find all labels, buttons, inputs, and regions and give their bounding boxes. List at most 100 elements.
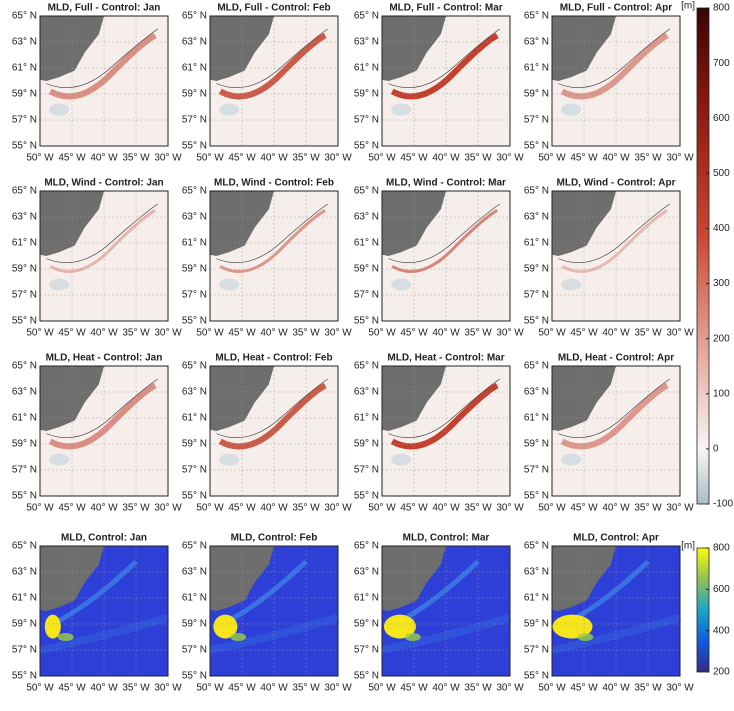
longitude-label: 35° W	[464, 153, 492, 164]
longitude-label: 40° W	[602, 153, 630, 164]
latitude-label: 61° N	[182, 238, 207, 249]
longitude-label: 35° W	[122, 153, 150, 164]
longitude-label: 30° W	[324, 683, 352, 694]
map-frame	[381, 365, 511, 497]
colorbar-gradient	[696, 7, 710, 505]
longitude-label: 50° W	[538, 503, 566, 514]
latitude-label: 63° N	[12, 567, 37, 578]
longitude-label: 35° W	[464, 328, 492, 339]
longitude-label: 40° W	[602, 503, 630, 514]
longitude-label: 50° W	[26, 683, 54, 694]
latitude-label: 57° N	[354, 290, 379, 301]
longitude-label: 40° W	[602, 328, 630, 339]
latitude-label: 63° N	[12, 212, 37, 223]
latitude-label: 59° N	[12, 439, 37, 450]
field-contour	[558, 28, 670, 88]
latitude-label: 59° N	[354, 264, 379, 275]
longitude-label: 50° W	[196, 503, 224, 514]
field-contour	[388, 378, 500, 438]
longitude-label: 30° W	[324, 328, 352, 339]
panel-title: MLD, Full - Control: Apr	[560, 3, 672, 14]
longitude-label: 35° W	[292, 503, 320, 514]
longitude-label: 45° W	[58, 328, 86, 339]
field-streak	[391, 209, 498, 273]
field-patch	[561, 278, 582, 291]
longitude-label: 45° W	[58, 683, 86, 694]
field-streak	[390, 32, 499, 100]
panel-title: MLD, Full - Control: Feb	[217, 3, 330, 14]
map-frame	[209, 190, 339, 322]
latitude-label: 63° N	[354, 387, 379, 398]
latitude-label: 57° N	[12, 115, 37, 126]
latitude-label: 57° N	[524, 645, 549, 656]
map-panel: 65° N 63° N 61° N 59° N 57° N 55° N50° W 45° W…	[12, 533, 182, 694]
field-contour	[46, 203, 158, 263]
map-panel: 65° N 63° N 61° N 59° N 57° N 55° N50° W 45° W…	[12, 178, 182, 339]
latitude-label: 65° N	[524, 186, 549, 197]
longitude-label: 35° W	[634, 503, 662, 514]
latitude-label: 61° N	[12, 413, 37, 424]
field-streak	[561, 209, 668, 273]
panel-title: MLD, Heat - Control: Feb	[215, 353, 332, 364]
latitude-label: 65° N	[12, 361, 37, 372]
latitude-label: 65° N	[182, 361, 207, 372]
latitude-label: 59° N	[182, 439, 207, 450]
longitude-label: 40° W	[602, 683, 630, 694]
longitude-label: 50° W	[196, 328, 224, 339]
field-band	[51, 559, 138, 627]
longitude-label: 50° W	[538, 153, 566, 164]
field-patch	[391, 453, 412, 466]
field-contour	[216, 203, 328, 263]
latitude-label: 57° N	[182, 290, 207, 301]
longitude-label: 40° W	[260, 683, 288, 694]
field-contour	[388, 28, 500, 88]
latitude-label: 63° N	[182, 212, 207, 223]
longitude-label: 50° W	[26, 503, 54, 514]
deep-convection	[44, 614, 61, 639]
latitude-label: 61° N	[182, 593, 207, 604]
latitude-label: 65° N	[354, 186, 379, 197]
latitude-label: 57° N	[12, 645, 37, 656]
latitude-label: 63° N	[524, 387, 549, 398]
map-panel: 65° N 63° N 61° N 59° N 57° N 55° N50° W 45° W…	[182, 533, 352, 694]
longitude-label: 40° W	[260, 503, 288, 514]
longitude-label: 40° W	[90, 503, 118, 514]
longitude-label: 45° W	[58, 153, 86, 164]
field-contour	[388, 203, 500, 263]
latitude-label: 63° N	[12, 37, 37, 48]
field-patch	[561, 453, 582, 466]
latitude-label: 65° N	[182, 11, 207, 22]
map-frame	[209, 545, 339, 677]
latitude-label: 63° N	[182, 567, 207, 578]
longitude-label: 35° W	[292, 328, 320, 339]
latitude-label: 55° N	[354, 671, 379, 682]
map-frame	[551, 190, 681, 322]
latitude-label: 63° N	[524, 567, 549, 578]
latitude-label: 63° N	[354, 567, 379, 578]
longitude-label: 45° W	[400, 328, 428, 339]
field-patch	[391, 103, 412, 116]
field-streak	[560, 382, 669, 450]
map-frame	[551, 15, 681, 147]
latitude-label: 65° N	[182, 186, 207, 197]
longitude-label: 50° W	[26, 153, 54, 164]
latitude-label: 55° N	[524, 671, 549, 682]
longitude-label: 50° W	[368, 328, 396, 339]
longitude-label: 30° W	[666, 328, 694, 339]
latitude-label: 59° N	[12, 619, 37, 630]
longitude-label: 45° W	[400, 153, 428, 164]
longitude-label: 50° W	[538, 683, 566, 694]
colorbar-tick-label: 100	[713, 388, 730, 399]
longitude-label: 30° W	[324, 153, 352, 164]
longitude-label: 30° W	[324, 503, 352, 514]
colorbar-tick-label: 0	[713, 444, 719, 455]
latitude-label: 57° N	[182, 645, 207, 656]
latitude-label: 61° N	[354, 238, 379, 249]
longitude-label: 30° W	[666, 503, 694, 514]
latitude-label: 63° N	[354, 37, 379, 48]
latitude-label: 55° N	[182, 316, 207, 327]
latitude-label: 59° N	[182, 89, 207, 100]
map-frame	[209, 15, 339, 147]
longitude-label: 45° W	[228, 328, 256, 339]
latitude-label: 65° N	[524, 361, 549, 372]
